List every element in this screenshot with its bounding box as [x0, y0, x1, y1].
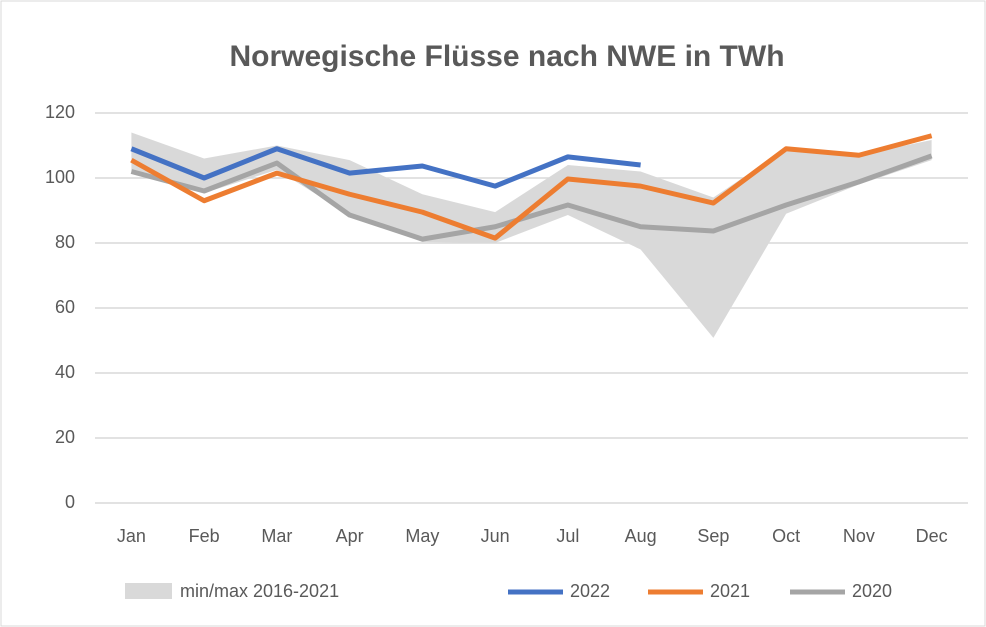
legend-swatch: [125, 583, 172, 599]
min-max-band: [131, 132, 932, 338]
x-tick-label: Oct: [772, 526, 800, 546]
y-tick-label: 20: [55, 427, 75, 447]
y-tick-label: 120: [45, 102, 75, 122]
y-tick-label: 60: [55, 297, 75, 317]
x-tick-label: Dec: [916, 526, 948, 546]
x-tick-label: Jun: [481, 526, 510, 546]
x-tick-label: Sep: [697, 526, 729, 546]
series-line: [130, 146, 641, 189]
chart-title: Norwegische Flüsse nach NWE in TWh: [229, 40, 784, 73]
x-tick-label: Aug: [625, 526, 657, 546]
x-tick-label: May: [405, 526, 439, 546]
legend-label: 2020: [852, 581, 892, 601]
x-tick-label: Nov: [843, 526, 875, 546]
series-line: [130, 133, 933, 241]
y-tick-label: 80: [55, 232, 75, 252]
x-tick-label: Jan: [117, 526, 146, 546]
x-tick-label: Mar: [261, 526, 292, 546]
x-tick-label: Jul: [556, 526, 579, 546]
legend-label: 2021: [710, 581, 750, 601]
legend-label: 2022: [570, 581, 610, 601]
y-tick-label: 40: [55, 362, 75, 382]
y-tick-label: 0: [65, 492, 75, 512]
x-tick-label: Feb: [189, 526, 220, 546]
x-tick-label: Apr: [336, 526, 364, 546]
series-line: [130, 153, 933, 242]
y-tick-label: 100: [45, 167, 75, 187]
legend-label: min/max 2016-2021: [180, 581, 339, 601]
